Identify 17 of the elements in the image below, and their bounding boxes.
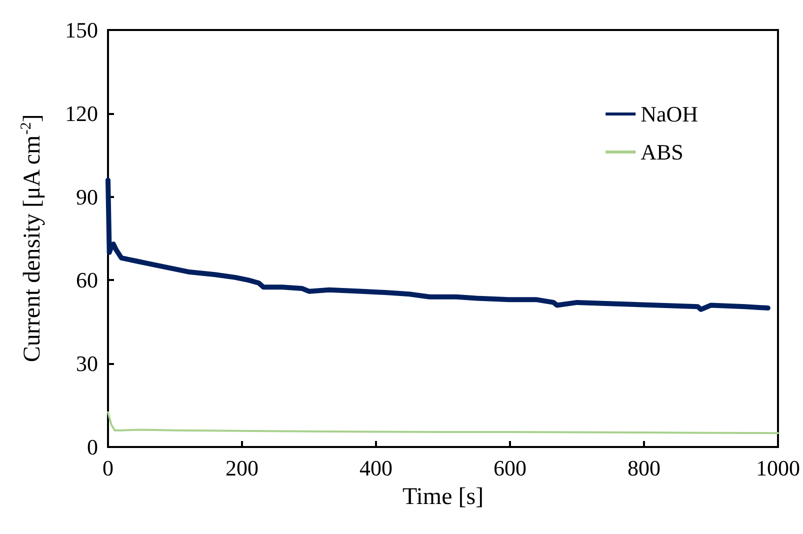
legend-label: ABS — [640, 140, 684, 164]
x-tick-label: 400 — [360, 456, 392, 480]
x-tick-label: 600 — [494, 456, 526, 480]
y-tick-label: 60 — [76, 268, 98, 293]
y-tick-label: 150 — [65, 18, 98, 42]
x-tick-label: 800 — [628, 456, 660, 480]
x-tick-label: 200 — [226, 456, 258, 480]
line-series — [107, 411, 779, 434]
y-axis-title: Current density [μA cm-2] — [18, 114, 46, 362]
y-tick-label: 30 — [76, 351, 98, 376]
y-tick-label: 120 — [65, 100, 98, 126]
x-axis-title: Time [s] — [402, 484, 484, 510]
y-tick-label: 90 — [76, 184, 98, 210]
legend-label: NaOH — [640, 102, 698, 126]
x-tick-label: 0 — [102, 456, 114, 480]
x-tick-label: 1000 — [756, 456, 800, 480]
y-tick-label: 0 — [87, 434, 98, 460]
